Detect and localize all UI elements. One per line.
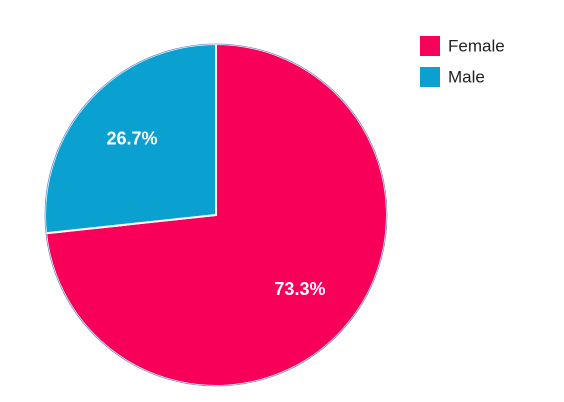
legend-label: Female: [448, 36, 505, 55]
pie-outline: [44, 43, 388, 387]
value-label: 26.7%: [107, 128, 158, 148]
value-label: 73.3%: [274, 279, 325, 299]
legend-swatch: [420, 36, 440, 56]
legend-swatch: [420, 67, 440, 87]
legend-label: Male: [448, 67, 485, 86]
